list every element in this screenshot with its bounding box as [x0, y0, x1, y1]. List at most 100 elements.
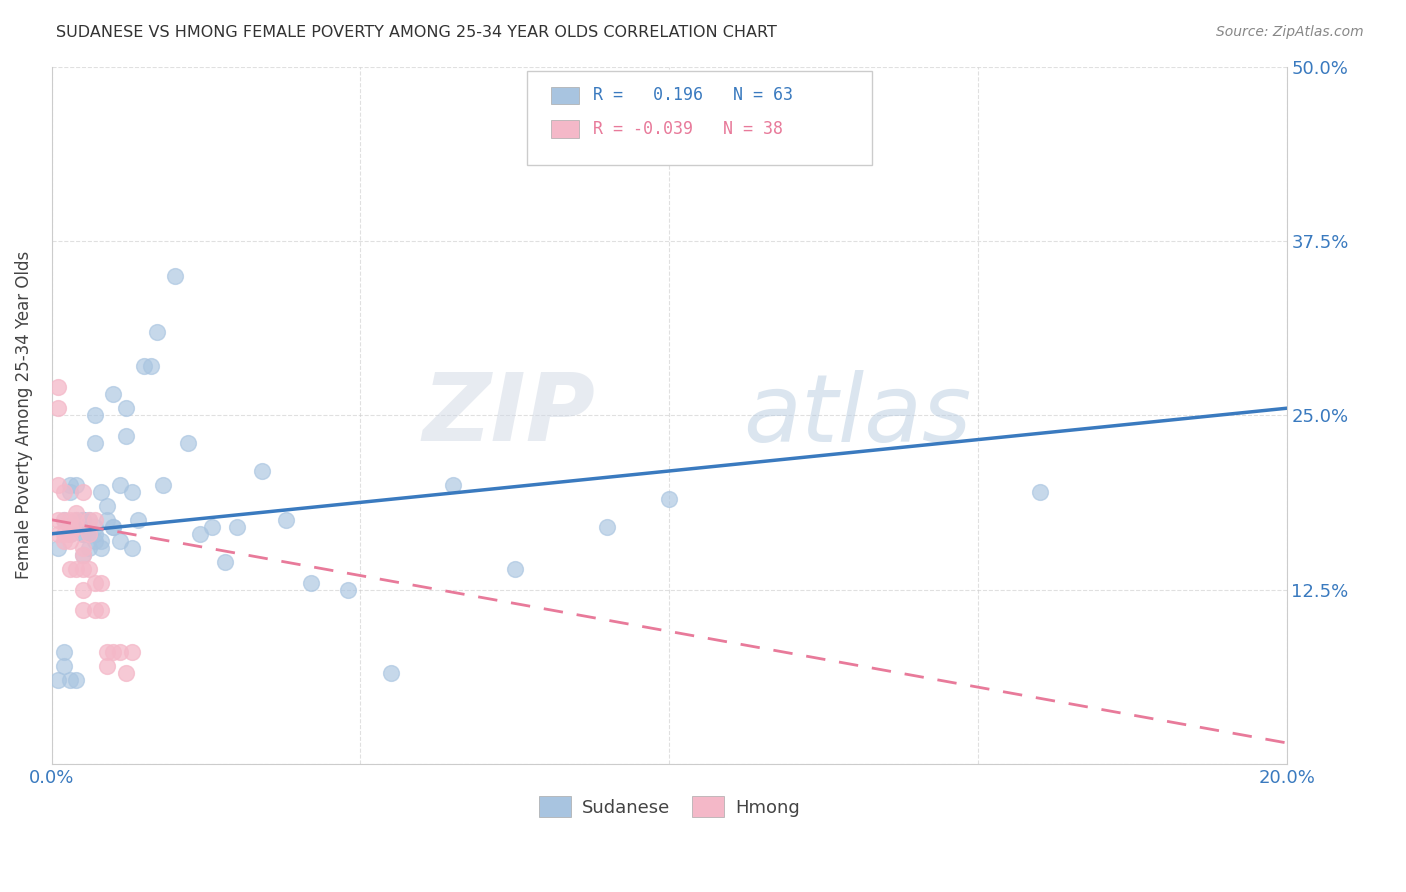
Point — [96, 659, 118, 673]
Point — [108, 478, 131, 492]
Point — [72, 541, 94, 555]
Point — [65, 520, 87, 534]
Point — [441, 478, 464, 492]
Point — [250, 464, 273, 478]
Point — [65, 520, 87, 534]
Point — [84, 520, 107, 534]
Text: ZIP: ZIP — [422, 369, 595, 461]
Point — [72, 526, 94, 541]
Point — [103, 645, 125, 659]
Point — [90, 541, 112, 555]
Point — [46, 380, 69, 394]
Point — [72, 561, 94, 575]
Point — [380, 666, 402, 681]
Point — [1028, 484, 1050, 499]
Point — [77, 513, 100, 527]
Point — [134, 359, 156, 374]
Point — [53, 526, 76, 541]
Point — [90, 603, 112, 617]
Point — [115, 429, 138, 443]
Point — [201, 520, 224, 534]
Point — [84, 408, 107, 422]
Point — [96, 513, 118, 527]
Text: R = -0.039   N = 38: R = -0.039 N = 38 — [593, 120, 783, 138]
Point — [176, 436, 198, 450]
Point — [108, 645, 131, 659]
Point — [103, 387, 125, 401]
Point — [96, 499, 118, 513]
Point — [59, 520, 82, 534]
Point — [103, 520, 125, 534]
Point — [103, 520, 125, 534]
Point — [77, 526, 100, 541]
Point — [90, 533, 112, 548]
Point — [72, 513, 94, 527]
Point — [59, 520, 82, 534]
Point — [77, 513, 100, 527]
Point — [59, 526, 82, 541]
Point — [108, 533, 131, 548]
Point — [72, 513, 94, 527]
Point — [84, 513, 107, 527]
Point — [90, 484, 112, 499]
Text: SUDANESE VS HMONG FEMALE POVERTY AMONG 25-34 YEAR OLDS CORRELATION CHART: SUDANESE VS HMONG FEMALE POVERTY AMONG 2… — [56, 25, 778, 40]
Point — [53, 484, 76, 499]
Point — [84, 526, 107, 541]
Point — [115, 401, 138, 416]
Point — [59, 526, 82, 541]
Point — [127, 513, 149, 527]
Point — [299, 575, 322, 590]
Point — [65, 513, 87, 527]
Point — [59, 484, 82, 499]
Point — [145, 325, 167, 339]
Y-axis label: Female Poverty Among 25-34 Year Olds: Female Poverty Among 25-34 Year Olds — [15, 251, 32, 579]
Point — [53, 645, 76, 659]
Point — [59, 561, 82, 575]
Point — [46, 673, 69, 688]
Text: Source: ZipAtlas.com: Source: ZipAtlas.com — [1216, 25, 1364, 39]
Point — [152, 478, 174, 492]
Point — [46, 541, 69, 555]
Point — [188, 526, 211, 541]
Point — [53, 659, 76, 673]
Point — [72, 603, 94, 617]
Point — [214, 555, 236, 569]
Point — [658, 491, 681, 506]
Point — [59, 478, 82, 492]
Point — [84, 533, 107, 548]
Point — [65, 506, 87, 520]
Point — [65, 673, 87, 688]
Point — [72, 484, 94, 499]
Point — [53, 513, 76, 527]
Point — [84, 603, 107, 617]
Point — [121, 484, 143, 499]
Point — [59, 673, 82, 688]
Point — [165, 268, 187, 283]
Point — [72, 548, 94, 562]
Point — [503, 561, 526, 575]
Point — [46, 513, 69, 527]
Point — [115, 666, 138, 681]
Point — [72, 582, 94, 597]
Point — [59, 513, 82, 527]
Point — [59, 533, 82, 548]
Legend: Sudanese, Hmong: Sudanese, Hmong — [531, 789, 807, 824]
Point — [72, 526, 94, 541]
Point — [96, 645, 118, 659]
Point — [77, 561, 100, 575]
Point — [596, 520, 619, 534]
Point — [276, 513, 298, 527]
Point — [84, 575, 107, 590]
Point — [53, 533, 76, 548]
Point — [46, 526, 69, 541]
Point — [139, 359, 162, 374]
Point — [337, 582, 360, 597]
Text: R =   0.196   N = 63: R = 0.196 N = 63 — [593, 87, 793, 104]
Point — [84, 436, 107, 450]
Point — [46, 478, 69, 492]
Point — [72, 548, 94, 562]
Point — [53, 513, 76, 527]
Point — [65, 561, 87, 575]
Point — [90, 575, 112, 590]
Point — [72, 513, 94, 527]
